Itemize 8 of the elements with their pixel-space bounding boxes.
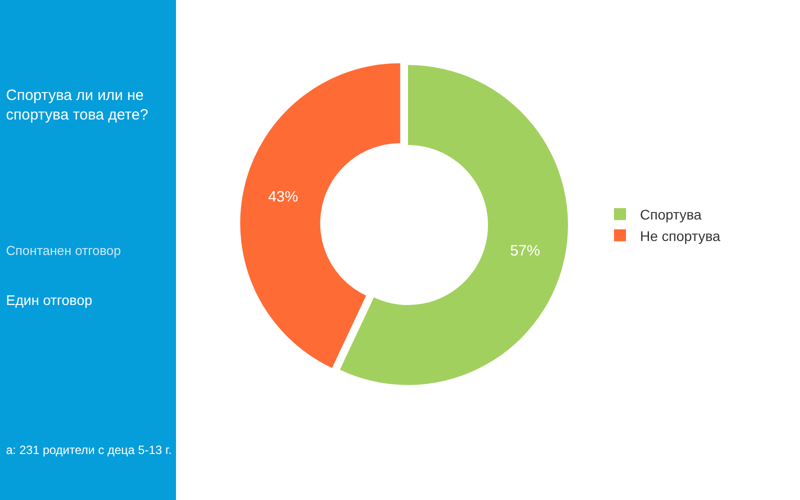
legend-label: Не спортува [640, 228, 720, 244]
legend-label: Спортува [640, 206, 702, 223]
text: Един отговор [6, 292, 92, 308]
text: а: 231 родители с деца 5-13 г. [6, 443, 172, 457]
text: Спортува ли или не спортува това дете? [6, 87, 148, 124]
data-label: 57% [510, 242, 540, 260]
text: Спонтанен отговор [6, 243, 121, 258]
data-label: 43% [268, 188, 298, 206]
